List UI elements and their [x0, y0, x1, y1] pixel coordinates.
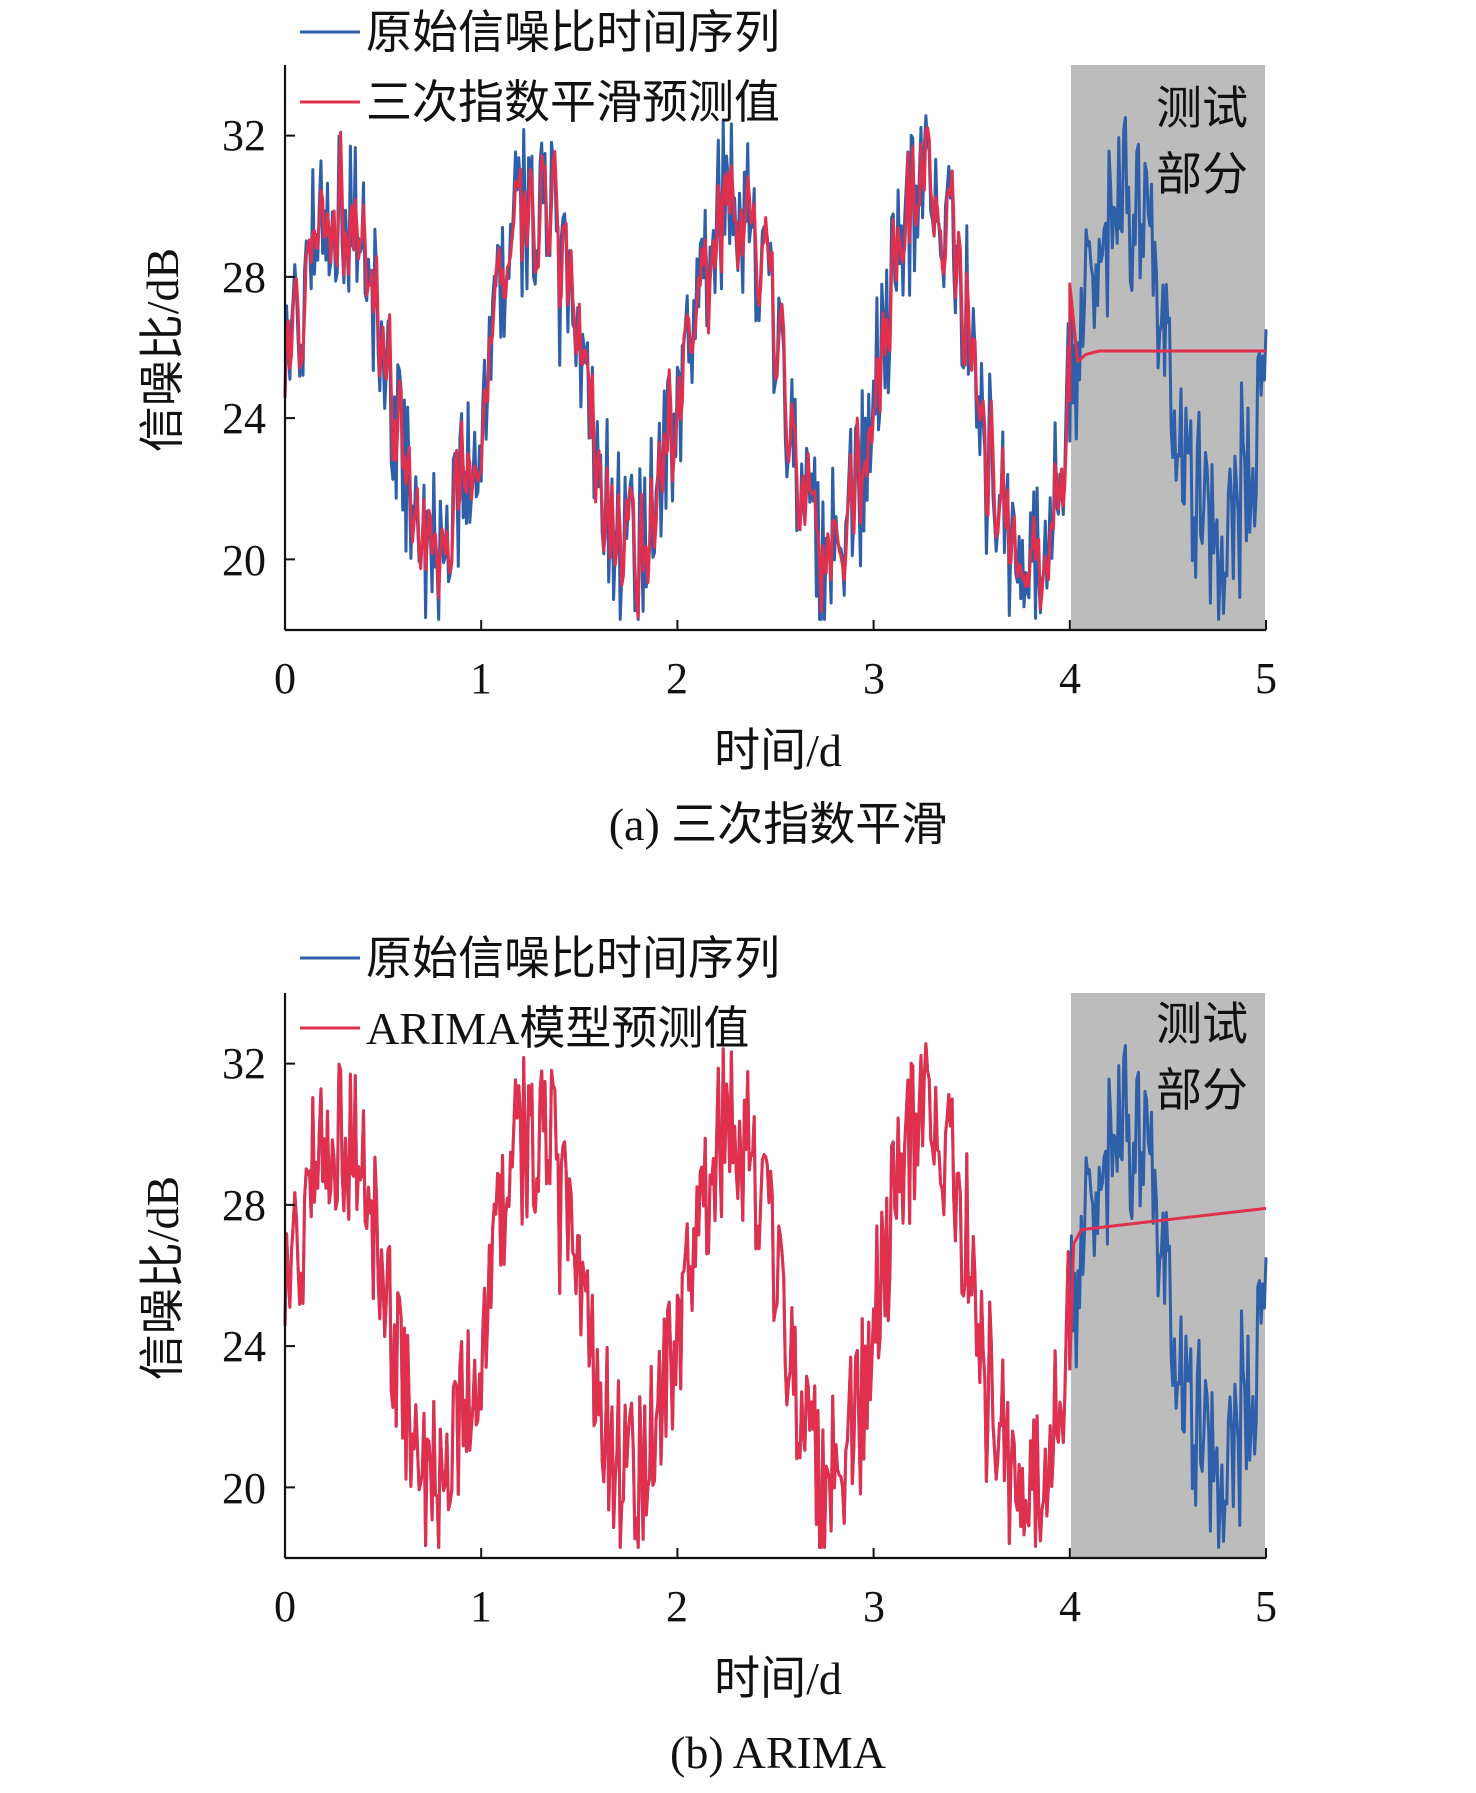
panel-a: 测试 部分 20 24 28 32 0 1 2 3 4 5 信噪比/dB 时间/…: [137, 7, 1277, 850]
panel-b-xtick-label-4: 4: [1059, 1582, 1081, 1631]
panel-a-legend-label-original: 原始信噪比时间序列: [366, 7, 780, 58]
panel-a-series-group: [283, 114, 1268, 621]
panel-b-ytick-label-24: 24: [222, 1322, 266, 1371]
panel-b-caption: (b) ARIMA: [670, 1727, 886, 1778]
panel-b-ytick-label-32: 32: [222, 1039, 266, 1088]
panel-b-legend-label-original: 原始信噪比时间序列: [366, 933, 780, 984]
panel-b-legend: 原始信噪比时间序列 ARIMA模型预测值: [300, 933, 780, 1054]
panel-a-legend: 原始信噪比时间序列 三次指数平滑预测值: [300, 7, 780, 128]
panel-a-predicted-series-line: [283, 126, 1266, 619]
panel-b-y-axis-title: 信噪比/dB: [137, 1176, 188, 1380]
panel-b-xtick-label-1: 1: [470, 1582, 492, 1631]
panel-b-xtick-label-3: 3: [863, 1582, 885, 1631]
panel-b-x-axis-title: 时间/d: [714, 1653, 842, 1704]
panel-a-ytick-label-28: 28: [222, 253, 266, 302]
panel-b: 测试 部分 20 24 28 32 0 1 2 3 4 5 信噪比/dB 时间/…: [137, 933, 1277, 1778]
panel-a-ytick-label-20: 20: [222, 536, 266, 585]
panel-b-xtick-label-0: 0: [274, 1582, 296, 1631]
panel-a-test-label-line2: 部分: [1156, 149, 1248, 200]
panel-a-x-axis-title: 时间/d: [714, 725, 842, 776]
panel-a-original-series-line: [283, 114, 1268, 621]
panel-b-predicted-series-line: [283, 1042, 1267, 1549]
panel-a-xtick-label-1: 1: [470, 654, 492, 703]
panel-a-xtick-label-2: 2: [666, 654, 688, 703]
panel-a-xtick-label-0: 0: [274, 654, 296, 703]
panel-a-y-axis-title: 信噪比/dB: [137, 248, 188, 452]
panel-a-legend-label-predicted: 三次指数平滑预测值: [366, 77, 780, 128]
panel-b-xtick-label-2: 2: [666, 1582, 688, 1631]
panel-b-ticks: [284, 1062, 1267, 1558]
panel-a-xtick-label-4: 4: [1059, 654, 1081, 703]
panel-a-xtick-label-3: 3: [863, 654, 885, 703]
panel-b-legend-label-predicted: ARIMA模型预测值: [366, 1003, 749, 1054]
panel-b-xtick-label-5: 5: [1255, 1582, 1277, 1631]
panel-a-xtick-label-5: 5: [1255, 654, 1277, 703]
panel-b-test-label-line1: 测试: [1156, 999, 1248, 1050]
panel-a-ytick-label-24: 24: [222, 394, 266, 443]
panel-a-test-label-line1: 测试: [1156, 83, 1248, 134]
panel-b-series-group: [283, 1042, 1268, 1549]
panel-b-test-label-line2: 部分: [1156, 1065, 1248, 1116]
panel-a-ticks: [284, 134, 1267, 630]
panel-a-caption: (a) 三次指数平滑: [609, 799, 948, 850]
panel-a-ytick-label-32: 32: [222, 111, 266, 160]
panel-b-ytick-label-20: 20: [222, 1464, 266, 1513]
panel-b-ytick-label-28: 28: [222, 1181, 266, 1230]
